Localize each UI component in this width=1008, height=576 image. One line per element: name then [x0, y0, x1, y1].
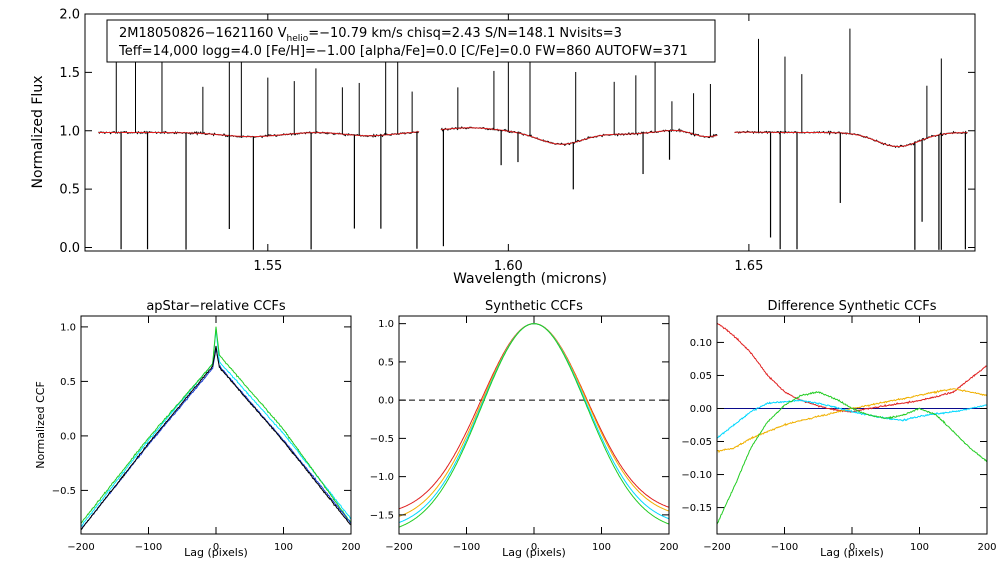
ccf3-ytick-label: 0.00	[690, 404, 712, 415]
ccf3-ytick-label: −0.10	[681, 470, 712, 481]
ccf3-xtick-label: −200	[703, 542, 730, 553]
ccf1-ytick-label: 0.5	[60, 377, 76, 388]
ccf2-plot-area	[398, 323, 670, 528]
ccf1-panel: apStar−relative CCFs −200 −100 0 100 200 −0.5…	[34, 299, 361, 559]
ccf2-frame	[398, 315, 670, 535]
ccf3-ytick-label: 0.05	[690, 371, 712, 382]
ccf2-axes: −200 −100 0 100 200 −1.5 −1.0 −0.5 0.0 0.5 1.0	[370, 316, 679, 553]
ccf1-xtick-label: 200	[341, 542, 360, 553]
ccf2-ytick-label: −0.5	[370, 434, 394, 445]
annotation-line1-suffix: =−10.79 km/s chisq=2.43 S/N=148.1 Nvisit…	[308, 26, 622, 41]
ccf2-xtick-label: 200	[659, 542, 678, 553]
spectrum-ytick-label: 2.0	[59, 8, 80, 23]
ccf1-xtick-label: −200	[67, 542, 94, 553]
spectrum-ytick-label: 1.5	[59, 66, 80, 81]
ccf3-panel: Difference Synthetic CCFs −200 −100 0 100 20…	[681, 299, 996, 559]
ccf3-plot-area	[716, 322, 988, 525]
spectrum-model-line	[440, 127, 718, 145]
spectrum-ytick-label: 0.0	[59, 241, 80, 256]
ccf1-ylabel: Normalized CCF	[34, 381, 47, 469]
ccf3-series-red	[716, 322, 987, 413]
spectrum-xtick-label: 1.60	[494, 259, 523, 274]
ccf1-ytick-label: 1.0	[60, 322, 76, 333]
ccf2-series-red	[398, 323, 670, 510]
spectrum-panel: 1.55 1.60 1.65 0.0 0.5 1.0 1.5 2.0 Wavelength (…	[30, 8, 976, 287]
ccf3-axes: −200 −100 0 100 200 −0.15 −0.10 −0.05 0.00 0.05 0.…	[681, 316, 997, 553]
ccf1-xtick-label: 100	[274, 542, 293, 553]
ccf2-xtick-label: −100	[453, 542, 480, 553]
spectrum-ylabel: Normalized Flux	[30, 76, 46, 189]
ccf1-ytick-label: 0.0	[60, 431, 76, 442]
ccf1-xtick-label: −100	[135, 542, 162, 553]
ccf3-xtick-label: −100	[771, 542, 798, 553]
spectrum-ytick-label: 1.0	[59, 124, 80, 139]
ccf2-series-green	[398, 323, 670, 528]
ccf1-xtick-label: 0	[213, 542, 219, 553]
spectrum-xtick-label: 1.55	[253, 259, 282, 274]
spectrum-annotation-box: 2M18050826−1621160 Vhelio=−10.79 km/s ch…	[106, 19, 716, 63]
ccf1-series-cyan	[80, 328, 352, 528]
ccf3-xtick-label: 200	[977, 542, 996, 553]
ccf2-ytick-label: −1.5	[370, 510, 394, 521]
ccf2-xtick-label: −200	[385, 542, 412, 553]
ccf2-series-orange	[398, 323, 670, 517]
ccf1-xlabel: Lag (pixels)	[184, 546, 248, 559]
spectrum-model-line	[98, 131, 419, 138]
ccf1-plot-area	[80, 326, 352, 531]
ccf2-title: Synthetic CCFs	[485, 299, 583, 314]
spectrum-observed-line	[440, 126, 718, 146]
ccf1-ytick-label: −0.5	[52, 486, 76, 497]
ccf3-ytick-label: −0.05	[681, 437, 712, 448]
ccf3-series-green	[716, 390, 988, 525]
ccf3-xtick-label: 100	[910, 542, 929, 553]
ccf3-xtick-label: 0	[849, 542, 855, 553]
ccf1-series-blue	[80, 348, 352, 530]
ccf1-axes: −200 −100 0 100 200 −0.5 0.0 0.5 1.0	[52, 316, 361, 553]
ccf2-ytick-label: 0.0	[378, 396, 394, 407]
ccf3-ytick-label: 0.10	[690, 338, 712, 349]
ccf3-series-orange	[716, 388, 988, 454]
spectrum-model-line	[734, 131, 968, 147]
spectrum-axes: 1.55 1.60 1.65 0.0 0.5 1.0 1.5 2.0	[59, 8, 975, 274]
ccf2-panel: Synthetic CCFs −200 −100 0 100 200 −1.5 −1.0 −0…	[370, 299, 679, 559]
ccf2-xtick-label: 0	[531, 542, 537, 553]
spectrum-xtick-label: 1.65	[734, 259, 763, 274]
ccf1-series-green	[80, 326, 352, 524]
ccf2-ytick-label: 0.5	[378, 357, 394, 368]
annotation-line2: Teff=14,000 logg=4.0 [Fe/H]=−1.00 [alpha…	[118, 44, 688, 59]
annotation-line1: 2M18050826−1621160 Vhelio=−10.79 km/s ch…	[119, 26, 622, 44]
ccf3-ytick-label: −0.15	[681, 503, 712, 514]
ccf2-xtick-label: 100	[592, 542, 611, 553]
ccf1-title: apStar−relative CCFs	[146, 299, 286, 314]
ccf3-title: Difference Synthetic CCFs	[767, 299, 936, 314]
ccf2-ytick-label: 1.0	[378, 319, 394, 330]
annotation-frame	[106, 19, 716, 63]
annotation-line1-sub: helio	[286, 34, 308, 44]
spectrum-xlabel: Wavelength (microns)	[453, 271, 607, 287]
spectrum-ytick-label: 0.5	[59, 183, 80, 198]
ccf3-series-cyan	[716, 398, 988, 439]
ccf1-series-black	[80, 345, 352, 531]
ccf2-ytick-label: −1.0	[370, 472, 394, 483]
spectrum-frame	[84, 13, 976, 252]
ccf2-xlabel: Lag (pixels)	[502, 546, 566, 559]
annotation-line1-prefix: 2M18050826−1621160 V	[119, 26, 287, 41]
ccf3-xlabel: Lag (pixels)	[820, 546, 884, 559]
